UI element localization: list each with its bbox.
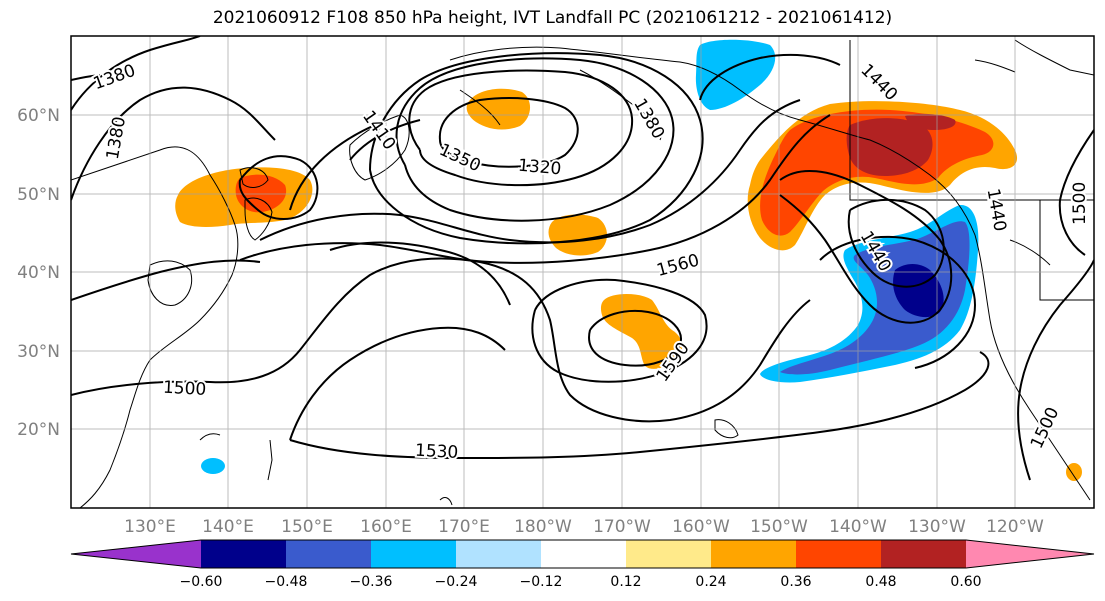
contour-label: 1530 — [415, 441, 459, 463]
lon-label: 160°E — [360, 517, 412, 537]
map-border — [70, 35, 1095, 509]
ivt-positive-small — [1066, 463, 1082, 481]
ivt-positive-japan-core — [235, 174, 287, 213]
ivt-positive-midocean — [548, 214, 607, 256]
lat-label: 50°N — [17, 185, 60, 205]
ivt-shading — [175, 39, 1082, 481]
colorbar-tick-label: 0.36 — [780, 574, 811, 590]
lon-label: 120°W — [986, 517, 1044, 537]
lon-label: 140°E — [202, 517, 254, 537]
lon-label: 180°W — [514, 517, 572, 537]
colorbar-segment — [626, 540, 711, 568]
colorbar-tick-label: −0.60 — [180, 574, 223, 590]
colorbar-extend-low — [71, 540, 201, 568]
colorbar-segment — [286, 540, 371, 568]
ivt-negative-aleutian — [695, 39, 776, 110]
colorbar-segment — [201, 540, 286, 568]
colorbar-segment — [881, 540, 966, 568]
colorbar-tick-label: −0.12 — [520, 574, 563, 590]
ivt-negative-mid — [780, 221, 970, 375]
map-area: 1380 1380 1410 1350 1320 1380 1440 1440 … — [70, 35, 1095, 509]
colorbar-tick-label: 0.60 — [950, 574, 981, 590]
lat-label: 40°N — [17, 263, 60, 283]
lon-label: 160°W — [672, 517, 730, 537]
colorbar-tick-label: 0.48 — [865, 574, 896, 590]
lon-label: 170°W — [593, 517, 651, 537]
contour-label: 1320 — [517, 156, 562, 180]
colorbar-segment — [456, 540, 541, 568]
lon-label: 140°W — [829, 517, 887, 537]
colorbar-outline — [70, 539, 1095, 569]
colorbar-tick-label: −0.24 — [435, 574, 478, 590]
colorbar-tick-label: −0.36 — [350, 574, 393, 590]
gridlines — [71, 36, 1094, 508]
lat-label: 20°N — [17, 420, 60, 440]
lon-label: 130°E — [124, 517, 176, 537]
colorbar-tick-label: 0.12 — [610, 574, 641, 590]
lat-label: 60°N — [17, 106, 60, 126]
colorbar-segment — [371, 540, 456, 568]
height-contours — [71, 36, 1094, 481]
map-title: 2021060912 F108 850 hPa height, IVT Land… — [212, 8, 893, 28]
colorbar-extend-high — [966, 540, 1094, 568]
coastlines — [71, 39, 1094, 508]
latitude-labels: 60°N 50°N 40°N 30°N 20°N — [17, 106, 60, 440]
colorbar: −0.60 −0.48 −0.36 −0.24 −0.12 0.12 0.24 … — [70, 539, 1095, 590]
colorbar-tick-label: −0.48 — [265, 574, 308, 590]
lon-label: 150°E — [281, 517, 333, 537]
lon-label: 170°E — [438, 517, 490, 537]
colorbar-segment — [711, 540, 796, 568]
lat-label: 30°N — [17, 342, 60, 362]
ivt-negative-small — [201, 458, 225, 474]
longitude-labels: 130°E 140°E 150°E 160°E 170°E 180°W 170°… — [124, 517, 1044, 537]
contour-label: 1500 — [1070, 182, 1090, 225]
colorbar-segment — [541, 540, 626, 568]
ivt-positive-alaska-core2 — [905, 113, 956, 130]
contour-label: 1500 — [162, 378, 206, 400]
lon-label: 130°W — [908, 517, 966, 537]
colorbar-tick-label: 0.24 — [695, 574, 726, 590]
lon-label: 150°W — [750, 517, 808, 537]
colorbar-segment — [796, 540, 881, 568]
